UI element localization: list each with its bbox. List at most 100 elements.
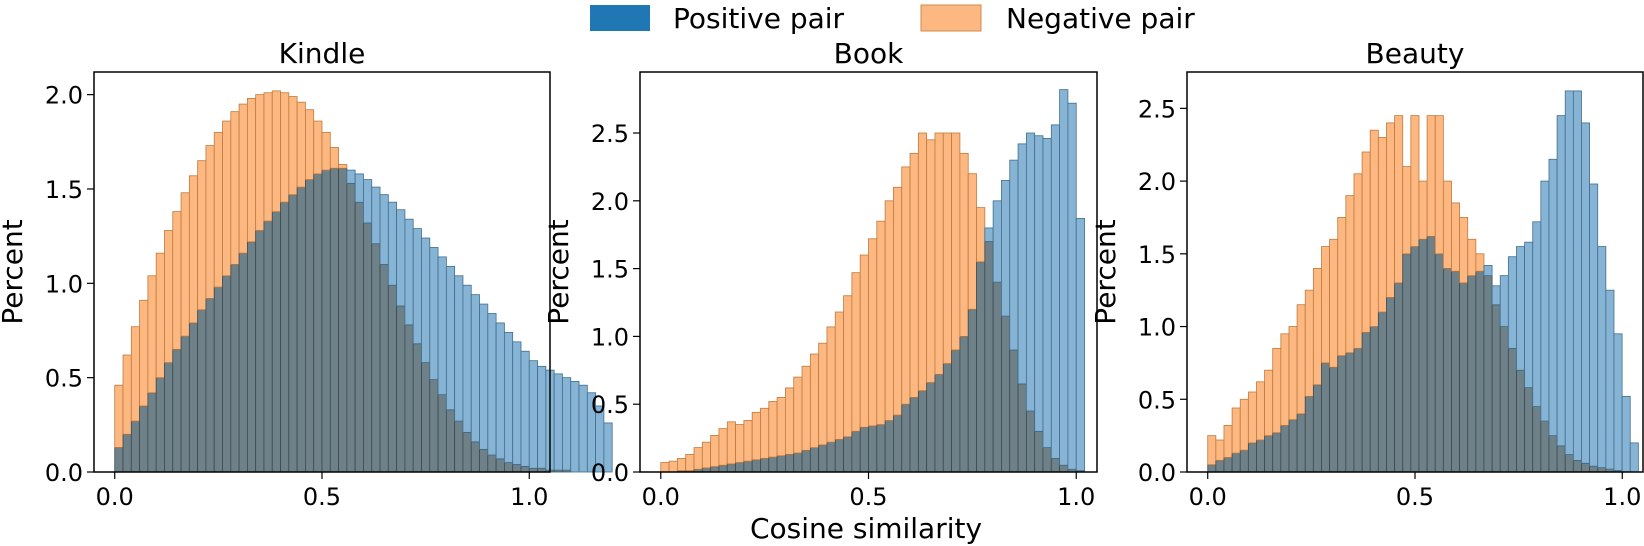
- overlap-bar: [1050, 458, 1061, 473]
- overlap-bar: [1264, 435, 1274, 473]
- negative-bar: [1475, 253, 1485, 272]
- overlap-bar: [776, 455, 786, 473]
- negative-bar: [122, 354, 132, 435]
- overlap-bar: [801, 449, 811, 473]
- overlap-bar: [230, 264, 240, 473]
- negative-bar: [246, 98, 257, 243]
- positive-bar: [1001, 180, 1011, 317]
- negative-bar: [1451, 202, 1461, 272]
- negative-bar: [1459, 217, 1469, 284]
- overlap-bar: [479, 448, 489, 473]
- y-tick-label: 0.5: [45, 365, 83, 393]
- negative-bar: [1345, 195, 1355, 354]
- positive-bar: [371, 186, 381, 245]
- overlap-bar: [213, 286, 223, 473]
- negative-bar: [1272, 347, 1282, 434]
- overlap-bar: [917, 390, 928, 473]
- overlap-bar: [1272, 432, 1282, 473]
- positive-bar: [487, 313, 497, 456]
- positive-bar: [528, 360, 538, 469]
- overlap-bar: [321, 169, 331, 473]
- negative-bar: [1264, 369, 1274, 437]
- overlap-bar: [1467, 275, 1477, 473]
- overlap-bar: [818, 444, 828, 473]
- overlap-bar: [205, 298, 215, 473]
- negative-bar: [884, 200, 894, 421]
- overlap-bar: [1207, 464, 1217, 473]
- negative-bar: [164, 230, 174, 363]
- negative-bar: [1337, 217, 1347, 357]
- negative-bar: [668, 460, 678, 473]
- overlap-bar: [959, 336, 969, 473]
- overlap-bar: [379, 264, 389, 473]
- overlap-bar: [793, 452, 803, 473]
- positive-bar: [1540, 180, 1550, 422]
- positive-bar: [454, 275, 464, 422]
- positive-bar: [562, 377, 572, 471]
- overlap-bar: [826, 441, 836, 473]
- y-axis-label-book: Percent: [542, 219, 575, 324]
- positive-bar: [537, 365, 547, 469]
- negative-bar: [188, 175, 199, 324]
- negative-bar: [1386, 122, 1396, 298]
- positive-bar: [1629, 442, 1639, 473]
- x-tick-label: 0.0: [642, 483, 680, 511]
- y-tick-label: 1.0: [591, 323, 629, 351]
- positive-bar: [387, 201, 398, 286]
- negative-bar: [1329, 238, 1339, 368]
- negative-bar: [859, 254, 869, 428]
- overlap-bar: [346, 182, 356, 473]
- y-tick-label: 1.0: [45, 270, 83, 298]
- overlap-bar: [147, 392, 157, 473]
- negative-bar: [329, 147, 339, 169]
- positive-bar: [1581, 122, 1591, 464]
- positive-bar: [1499, 275, 1509, 327]
- negative-bar: [1442, 180, 1452, 269]
- negative-bar: [321, 131, 331, 171]
- negative-bar: [701, 441, 712, 469]
- negative-bar: [155, 252, 165, 379]
- positive-bar: [1516, 246, 1526, 371]
- overlap-bar: [926, 382, 936, 473]
- overlap-bar: [1532, 406, 1542, 473]
- overlap-bar: [255, 230, 265, 473]
- overlap-bar: [1215, 459, 1225, 473]
- negative-bar: [172, 211, 182, 350]
- positive-bar: [1613, 333, 1623, 471]
- overlap-bar: [1507, 347, 1517, 473]
- negative-bar: [826, 326, 836, 443]
- overlap-bar: [445, 409, 456, 473]
- x-tick-label: 1.0: [1603, 483, 1641, 511]
- negative-bar: [834, 311, 844, 440]
- positive-bar: [1548, 158, 1558, 437]
- negative-bar: [114, 384, 124, 448]
- negative-bar: [1418, 180, 1428, 240]
- overlap-bar: [1280, 425, 1290, 473]
- positive-bar: [1034, 135, 1044, 432]
- positive-bar: [1524, 241, 1534, 389]
- overlap-bar: [859, 426, 869, 473]
- legend: Positive pair Negative pair: [590, 2, 1195, 35]
- y-tick-label: 1.5: [1138, 241, 1176, 269]
- negative-bar: [1288, 326, 1298, 421]
- negative-bar: [296, 101, 306, 188]
- negative-bar: [213, 131, 223, 288]
- positive-bar: [462, 284, 472, 433]
- overlap-bar: [222, 275, 232, 473]
- overlap-bar: [1304, 395, 1314, 473]
- negative-bar: [1239, 398, 1249, 451]
- overlap-bar: [421, 362, 431, 473]
- y-tick-label: 2.0: [591, 188, 629, 216]
- overlap-bar: [114, 447, 124, 473]
- overlap-bar: [1256, 439, 1266, 473]
- negative-bar: [685, 453, 695, 472]
- overlap-bar: [280, 201, 290, 473]
- negative-bar: [660, 462, 670, 473]
- overlap-bar: [1223, 457, 1233, 473]
- overlap-bar: [363, 222, 373, 473]
- y-tick-label: 2.5: [591, 120, 629, 148]
- overlap-bar: [893, 414, 903, 473]
- overlap-bar: [263, 220, 273, 473]
- negative-bar: [139, 299, 149, 407]
- overlap-bar: [760, 458, 770, 473]
